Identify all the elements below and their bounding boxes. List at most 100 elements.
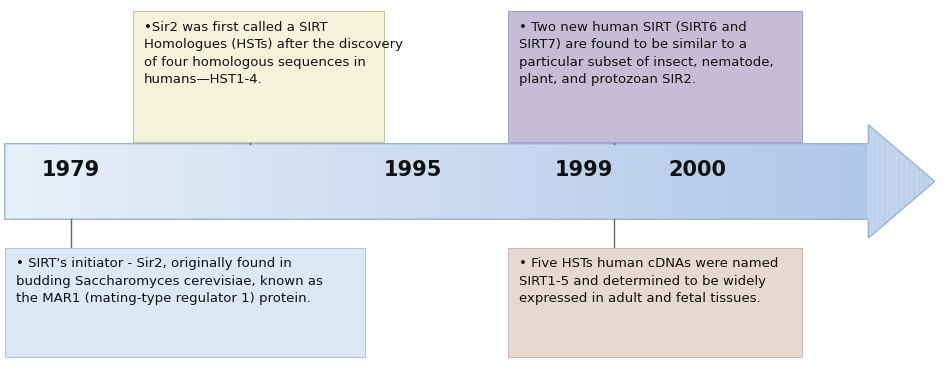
- Bar: [325, 144, 327, 219]
- Bar: [71, 144, 74, 219]
- Bar: [727, 144, 730, 219]
- Bar: [595, 144, 598, 219]
- Bar: [146, 144, 149, 219]
- Bar: [529, 144, 531, 219]
- Bar: [546, 144, 549, 219]
- Bar: [785, 144, 788, 219]
- Bar: [456, 144, 459, 219]
- Bar: [653, 144, 656, 219]
- Bar: [298, 144, 301, 219]
- Bar: [514, 144, 517, 219]
- Bar: [601, 144, 604, 219]
- Bar: [710, 144, 713, 219]
- Bar: [10, 144, 13, 219]
- Bar: [63, 144, 65, 219]
- Bar: [670, 144, 673, 219]
- Bar: [730, 144, 733, 219]
- Bar: [51, 144, 54, 219]
- Bar: [88, 144, 91, 219]
- Text: •Sir2 was first called a SIRT
Homologues (HSTs) after the discovery
of four homo: •Sir2 was first called a SIRT Homologues…: [144, 21, 403, 86]
- Bar: [381, 144, 384, 219]
- Bar: [805, 144, 808, 219]
- Bar: [742, 144, 745, 219]
- Bar: [569, 144, 572, 219]
- Bar: [592, 144, 595, 219]
- Bar: [68, 144, 71, 219]
- Bar: [322, 144, 325, 219]
- Bar: [117, 144, 120, 219]
- Bar: [635, 144, 638, 219]
- Bar: [405, 144, 408, 219]
- Bar: [799, 144, 802, 219]
- Bar: [120, 144, 122, 219]
- Bar: [370, 144, 373, 219]
- Bar: [825, 144, 828, 219]
- Bar: [149, 144, 152, 219]
- Bar: [822, 144, 825, 219]
- Bar: [183, 144, 186, 219]
- Bar: [114, 144, 117, 219]
- Bar: [566, 144, 569, 219]
- Bar: [356, 144, 359, 219]
- Bar: [837, 144, 840, 219]
- Bar: [230, 144, 233, 219]
- Bar: [42, 144, 45, 219]
- Bar: [713, 144, 716, 219]
- Bar: [643, 144, 646, 219]
- Text: 1995: 1995: [383, 160, 442, 180]
- Bar: [175, 144, 177, 219]
- Bar: [330, 144, 333, 219]
- Bar: [359, 144, 362, 219]
- Bar: [681, 144, 684, 219]
- Bar: [425, 144, 428, 219]
- Bar: [310, 144, 313, 219]
- Bar: [813, 144, 816, 219]
- Bar: [25, 144, 28, 219]
- Bar: [417, 144, 419, 219]
- Bar: [492, 144, 494, 219]
- Bar: [428, 144, 431, 219]
- Bar: [80, 144, 83, 219]
- Bar: [163, 144, 166, 219]
- Bar: [411, 144, 414, 219]
- Bar: [612, 144, 615, 219]
- Bar: [47, 144, 51, 219]
- Bar: [13, 144, 16, 219]
- Bar: [684, 144, 687, 219]
- Bar: [390, 144, 393, 219]
- Bar: [609, 144, 612, 219]
- Bar: [659, 144, 661, 219]
- Bar: [235, 144, 238, 219]
- Bar: [169, 144, 172, 219]
- Bar: [197, 144, 200, 219]
- Bar: [696, 144, 698, 219]
- Bar: [108, 144, 111, 219]
- Bar: [598, 144, 601, 219]
- Bar: [489, 144, 492, 219]
- Bar: [313, 144, 316, 219]
- Bar: [698, 144, 701, 219]
- Bar: [270, 144, 272, 219]
- Bar: [802, 144, 805, 219]
- Bar: [537, 144, 540, 219]
- Bar: [615, 144, 618, 219]
- FancyBboxPatch shape: [508, 248, 802, 357]
- Bar: [828, 144, 831, 219]
- Bar: [860, 144, 863, 219]
- Bar: [439, 144, 442, 219]
- Bar: [843, 144, 846, 219]
- Bar: [143, 144, 146, 219]
- Bar: [186, 144, 189, 219]
- Bar: [831, 144, 834, 219]
- Bar: [57, 144, 60, 219]
- FancyBboxPatch shape: [5, 248, 365, 357]
- Bar: [483, 144, 486, 219]
- Bar: [768, 144, 771, 219]
- Bar: [638, 144, 641, 219]
- Bar: [138, 144, 140, 219]
- Bar: [8, 144, 10, 219]
- Bar: [284, 144, 287, 219]
- Bar: [520, 144, 523, 219]
- Bar: [264, 144, 267, 219]
- Bar: [848, 144, 851, 219]
